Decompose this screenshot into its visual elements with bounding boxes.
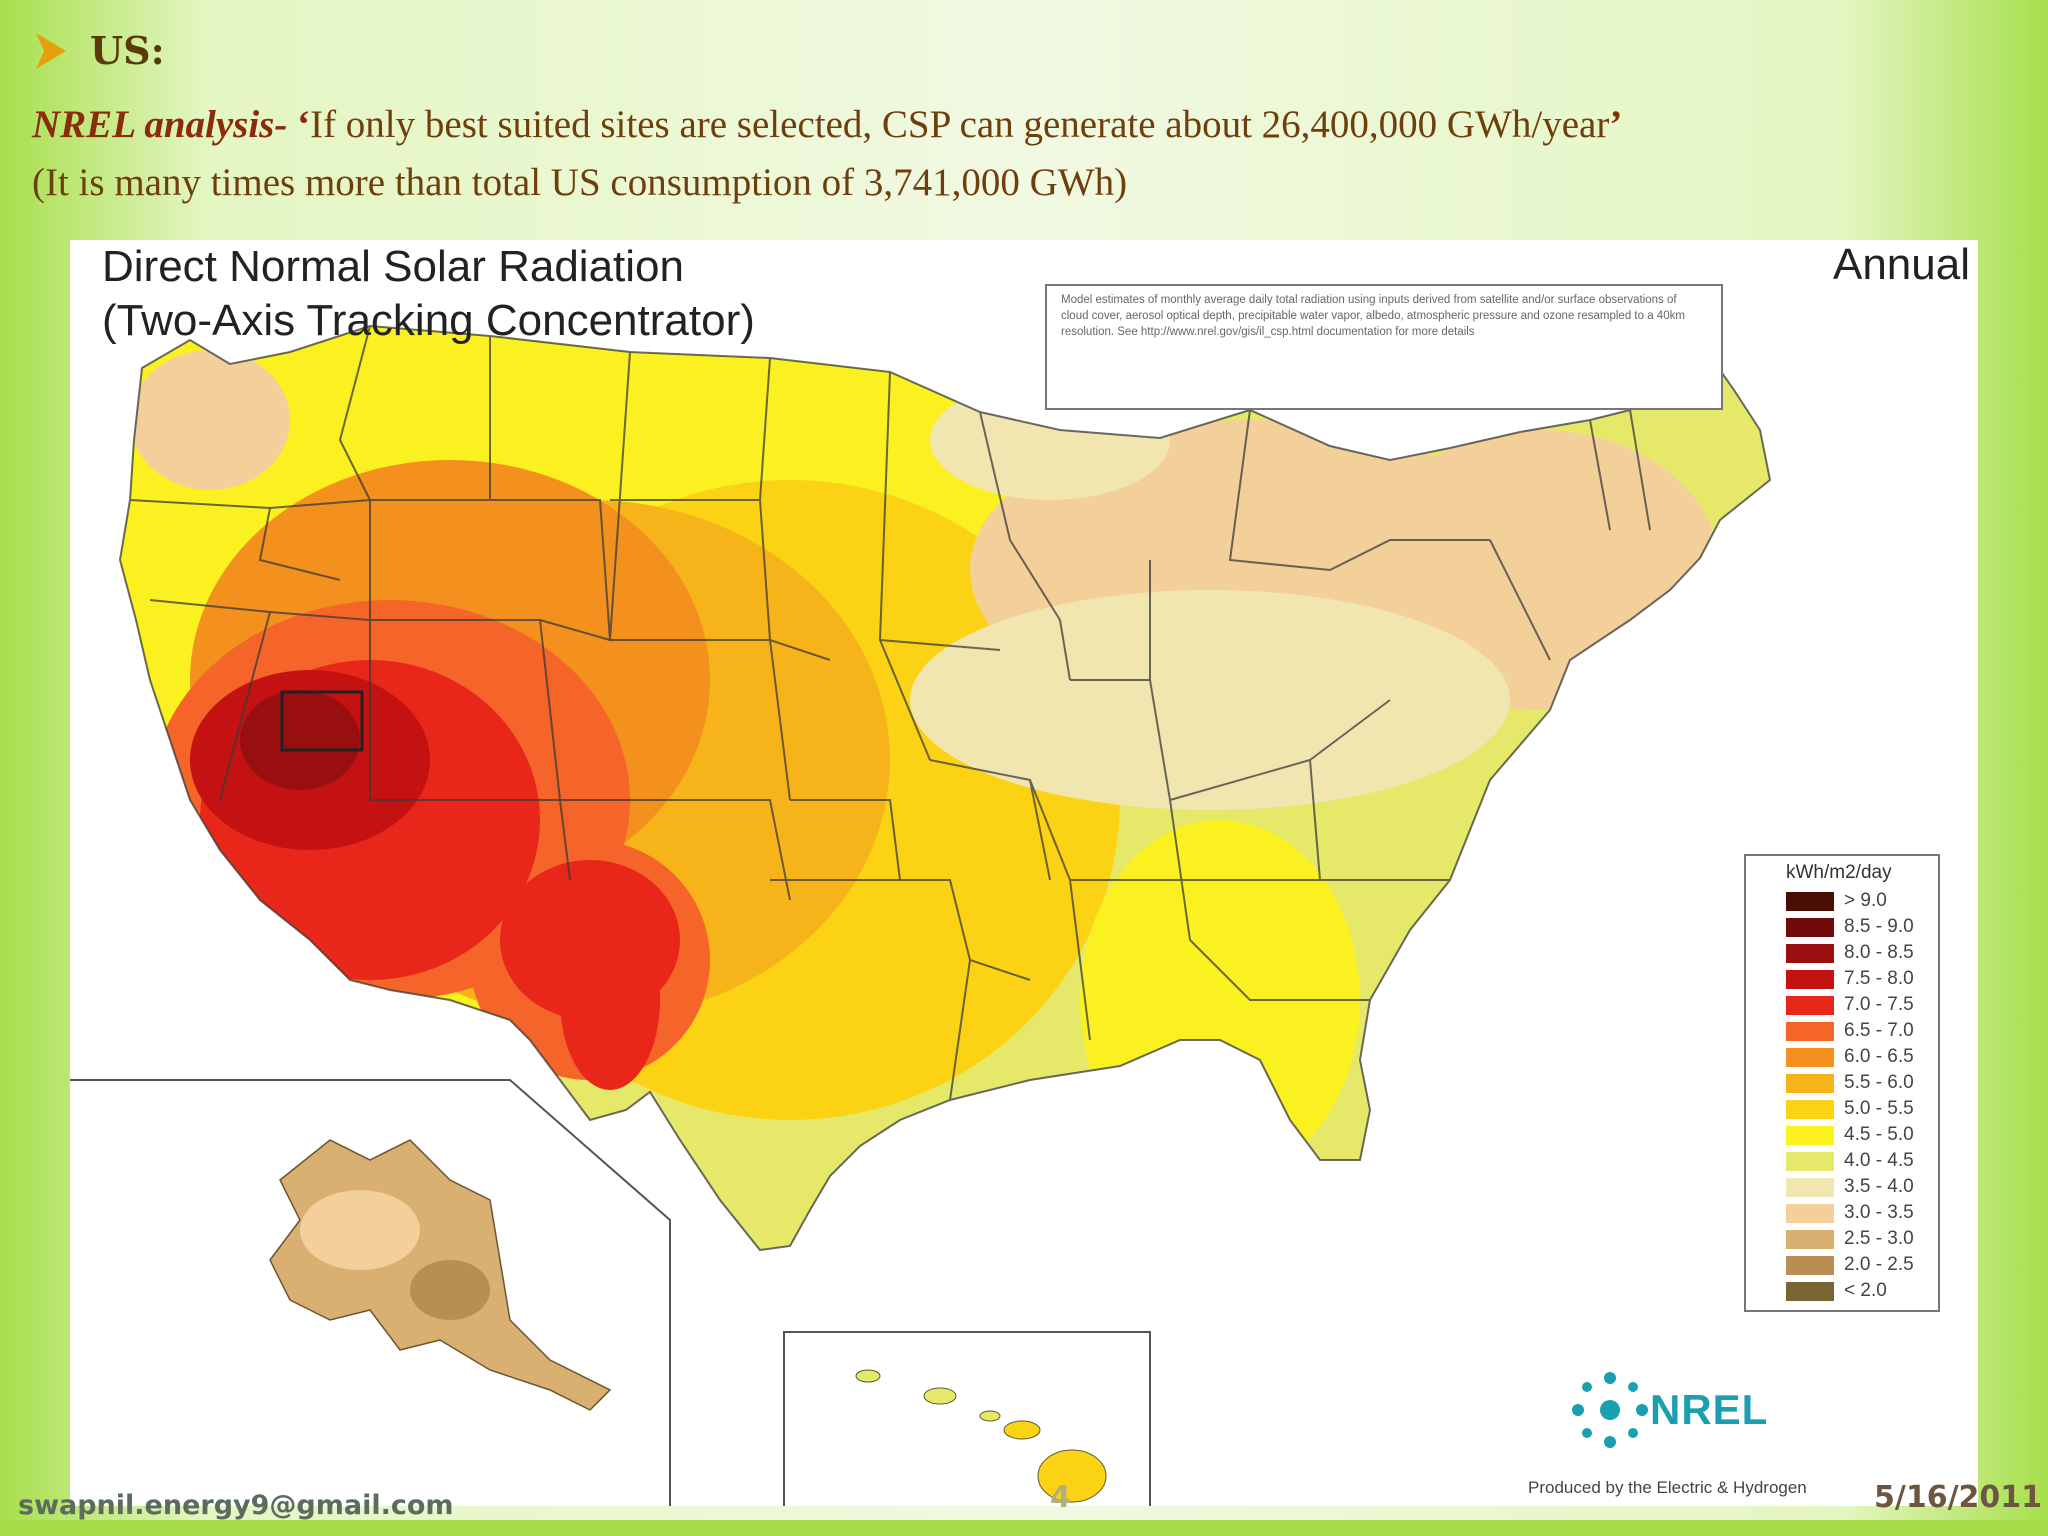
legend-swatch <box>1786 943 1834 963</box>
page-number: 4 <box>1050 1480 1071 1515</box>
analysis-statement: NREL analysis- ‘If only best suited site… <box>32 102 1622 147</box>
map-title-line2: (Two-Axis Tracking Concentrator) <box>102 296 755 345</box>
legend-label: 3.5 - 4.0 <box>1844 1176 1914 1197</box>
legend-label: 5.5 - 6.0 <box>1844 1072 1914 1093</box>
legend-item: 5.5 - 6.0 <box>1786 1070 1938 1096</box>
legend-label: 2.5 - 3.0 <box>1844 1228 1914 1249</box>
legend-swatch <box>1786 1255 1834 1275</box>
legend-swatch <box>1786 1281 1834 1301</box>
legend-label: 7.5 - 8.0 <box>1844 968 1914 989</box>
legend-label: < 2.0 <box>1844 1280 1887 1301</box>
legend-label: 8.0 - 8.5 <box>1844 942 1914 963</box>
bottom-accent-bar <box>0 1520 2048 1536</box>
nrel-logo: NREL <box>1570 1370 1768 1450</box>
legend-item: 2.0 - 2.5 <box>1786 1252 1938 1278</box>
nrel-logo-icon <box>1572 1372 1648 1448</box>
legend-label: 3.0 - 3.5 <box>1844 1202 1914 1223</box>
legend-swatch <box>1786 1021 1834 1041</box>
legend-item: 7.5 - 8.0 <box>1786 966 1938 992</box>
legend-label: 7.0 - 7.5 <box>1844 994 1914 1015</box>
legend-label: > 9.0 <box>1844 890 1887 911</box>
legend-swatch <box>1786 1229 1834 1249</box>
bullet-heading-row: US: <box>34 28 165 73</box>
legend-label: 4.0 - 4.5 <box>1844 1150 1914 1171</box>
legend-swatch <box>1786 1099 1834 1119</box>
legend-swatch <box>1786 969 1834 989</box>
map-title-line1: Direct Normal Solar Radiation <box>102 242 684 291</box>
legend-item: 3.0 - 3.5 <box>1786 1200 1938 1226</box>
arrow-bullet-icon <box>36 32 66 69</box>
legend-item: 7.0 - 7.5 <box>1786 992 1938 1018</box>
legend-swatch <box>1786 1073 1834 1093</box>
legend-label: 6.0 - 6.5 <box>1844 1046 1914 1067</box>
legend-swatch <box>1786 891 1834 911</box>
analysis-quote-text: If only best suited sites are selected, … <box>310 103 1610 146</box>
consumption-note: (It is many times more than total US con… <box>32 161 1128 204</box>
legend-label: 2.0 - 2.5 <box>1844 1254 1914 1275</box>
legend-swatch <box>1786 1203 1834 1223</box>
legend-rows: > 9.0 8.5 - 9.0 8.0 - 8.5 7.5 - 8.0 7.0 - 7.… <box>1786 888 1938 1304</box>
nrel-analysis-label: NREL analysis- <box>32 103 288 146</box>
legend-label: 6.5 - 7.0 <box>1844 1020 1914 1041</box>
solar-radiation-map: Direct Normal Solar Radiation (Two-Axis … <box>70 240 1978 1506</box>
legend-label: 4.5 - 5.0 <box>1844 1124 1914 1145</box>
nrel-logo-text: NREL <box>1650 1386 1769 1433</box>
legend-item: 8.5 - 9.0 <box>1786 914 1938 940</box>
close-quote: ’ <box>1609 103 1623 146</box>
footer-email: swapnil.energy9@gmail.com <box>18 1490 454 1521</box>
map-legend: kWh/m2/day > 9.0 8.5 - 9.0 8.0 - 8.5 7.5 - … <box>1744 854 1940 1312</box>
legend-label: 5.0 - 5.5 <box>1844 1098 1914 1119</box>
legend-item: 2.5 - 3.0 <box>1786 1226 1938 1252</box>
legend-swatch <box>1786 1151 1834 1171</box>
legend-item: < 2.0 <box>1786 1278 1938 1304</box>
map-title: Direct Normal Solar Radiation (Two-Axis … <box>102 240 755 348</box>
legend-title: kWh/m2/day <box>1786 862 1892 883</box>
legend-label: 8.5 - 9.0 <box>1844 916 1914 937</box>
legend-item: > 9.0 <box>1786 888 1938 914</box>
legend-swatch <box>1786 995 1834 1015</box>
methodology-note: Model estimates of monthly average daily… <box>1045 284 1723 410</box>
map-period-label: Annual <box>1832 240 1970 289</box>
legend-item: 3.5 - 4.0 <box>1786 1174 1938 1200</box>
legend-item: 4.5 - 5.0 <box>1786 1122 1938 1148</box>
open-quote: ‘ <box>287 103 311 146</box>
slide-heading: US: <box>90 28 165 73</box>
legend-item: 4.0 - 4.5 <box>1786 1148 1938 1174</box>
legend-item: 6.0 - 6.5 <box>1786 1044 1938 1070</box>
legend-swatch <box>1786 1125 1834 1145</box>
footer-date: 5/16/2011 <box>1874 1480 2043 1515</box>
legend-swatch <box>1786 917 1834 937</box>
legend-swatch <box>1786 1177 1834 1197</box>
legend-swatch <box>1786 1047 1834 1067</box>
map-credit: Produced by the Electric & Hydrogen <box>1528 1478 1807 1497</box>
legend-item: 6.5 - 7.0 <box>1786 1018 1938 1044</box>
legend-item: 5.0 - 5.5 <box>1786 1096 1938 1122</box>
legend-item: 8.0 - 8.5 <box>1786 940 1938 966</box>
map-graphic <box>70 324 1772 1506</box>
